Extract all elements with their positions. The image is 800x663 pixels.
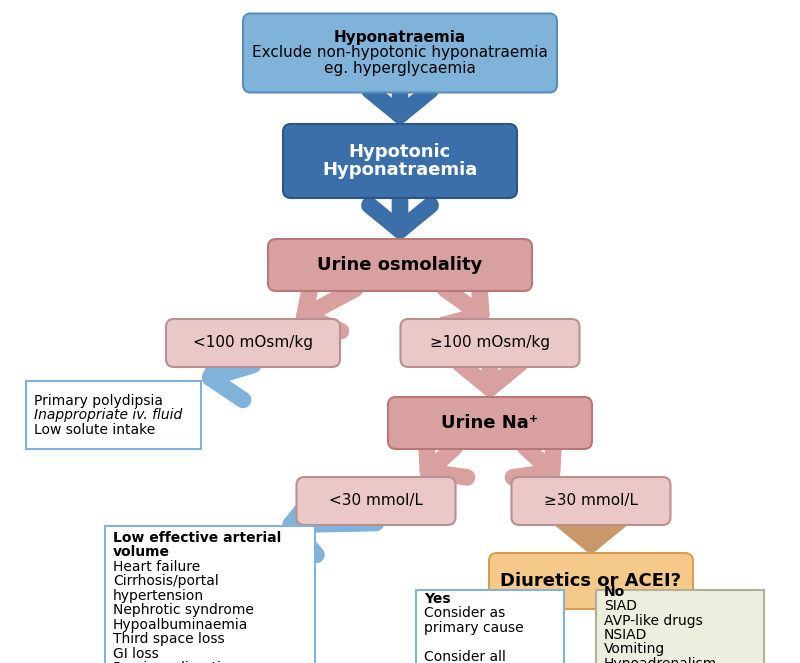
Text: Hypoalbuminaemia: Hypoalbuminaemia [113, 618, 248, 632]
Text: Nephrotic syndrome: Nephrotic syndrome [113, 603, 254, 617]
FancyBboxPatch shape [489, 553, 693, 609]
FancyBboxPatch shape [268, 239, 532, 291]
FancyBboxPatch shape [596, 590, 764, 663]
Text: hypertension: hypertension [113, 589, 204, 603]
FancyBboxPatch shape [243, 13, 557, 93]
FancyBboxPatch shape [401, 319, 579, 367]
Text: Urine Na⁺: Urine Na⁺ [442, 414, 538, 432]
Text: NSIAD: NSIAD [604, 628, 647, 642]
Text: Hypotonic: Hypotonic [349, 143, 451, 160]
Text: Primary polydipsia: Primary polydipsia [34, 394, 162, 408]
Text: <30 mmol/L: <30 mmol/L [329, 493, 423, 509]
Text: Consider all: Consider all [424, 650, 506, 663]
FancyBboxPatch shape [283, 124, 517, 198]
Text: volume: volume [113, 545, 170, 560]
FancyBboxPatch shape [26, 381, 201, 449]
Text: SIAD: SIAD [604, 599, 637, 613]
Text: Inappropriate iv. fluid: Inappropriate iv. fluid [34, 408, 182, 422]
Text: Diuretics or ACEI?: Diuretics or ACEI? [501, 572, 682, 590]
Text: AVP-like drugs: AVP-like drugs [604, 613, 702, 627]
FancyBboxPatch shape [511, 477, 670, 525]
Text: Low solute intake: Low solute intake [34, 422, 154, 436]
Text: Consider as: Consider as [424, 606, 506, 621]
Text: <100 mOsm/kg: <100 mOsm/kg [193, 335, 313, 351]
FancyBboxPatch shape [416, 590, 564, 663]
Text: GI loss: GI loss [113, 646, 158, 661]
FancyBboxPatch shape [297, 477, 455, 525]
FancyBboxPatch shape [166, 319, 340, 367]
Text: Low effective arterial: Low effective arterial [113, 531, 282, 545]
Text: ≥30 mmol/L: ≥30 mmol/L [544, 493, 638, 509]
Text: Heart failure: Heart failure [113, 560, 200, 573]
Text: ≥100 mOsm/kg: ≥100 mOsm/kg [430, 335, 550, 351]
FancyBboxPatch shape [388, 397, 592, 449]
Text: Yes: Yes [424, 592, 450, 606]
Text: Vomiting: Vomiting [604, 642, 666, 656]
Text: Third space loss: Third space loss [113, 633, 225, 646]
Text: Hypoadrenalism: Hypoadrenalism [604, 657, 718, 663]
Text: primary cause: primary cause [424, 621, 524, 634]
Text: Hyponatraemia: Hyponatraemia [334, 30, 466, 44]
FancyBboxPatch shape [105, 526, 315, 663]
Text: Previous diuretic use: Previous diuretic use [113, 661, 258, 663]
Text: No: No [604, 585, 626, 599]
Text: Hyponatraemia: Hyponatraemia [322, 161, 478, 180]
Text: Urine osmolality: Urine osmolality [318, 256, 482, 274]
Text: eg. hyperglycaemia: eg. hyperglycaemia [324, 62, 476, 76]
Text: Cirrhosis/portal: Cirrhosis/portal [113, 574, 218, 588]
Text: Exclude non-hypotonic hyponatraemia: Exclude non-hypotonic hyponatraemia [252, 46, 548, 60]
